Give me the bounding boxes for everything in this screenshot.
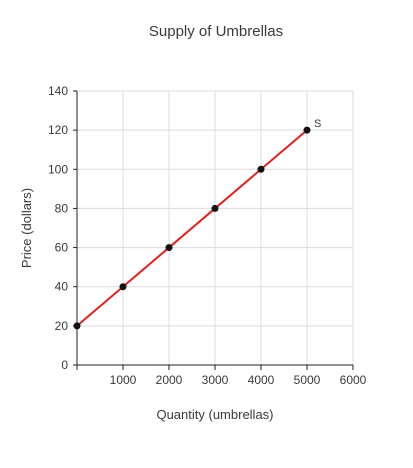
data-point [211, 204, 219, 212]
y-tick-label: 0 [61, 358, 68, 372]
y-tick-label: 40 [55, 280, 69, 294]
series: S [73, 118, 321, 330]
y-tick-label: 100 [48, 162, 68, 176]
data-point [119, 283, 127, 291]
grid [77, 90, 354, 365]
x-tick-label: 5000 [294, 373, 321, 387]
y-tick-label: 60 [55, 241, 69, 255]
chart-title: Supply of Umbrellas [149, 23, 283, 40]
x-tick-label: 4000 [248, 373, 275, 387]
x-axis-title: Quantity (umbrellas) [156, 407, 273, 422]
y-tick-label: 140 [48, 84, 68, 98]
y-tick-label: 80 [55, 201, 69, 215]
x-tick-label: 2000 [156, 373, 183, 387]
y-tick-label: 120 [48, 123, 68, 137]
data-point [303, 126, 311, 134]
data-point [73, 322, 81, 330]
x-tick-label: 1000 [110, 373, 137, 387]
data-point [257, 165, 265, 173]
y-tick-label: 20 [55, 319, 69, 333]
series-label: S [314, 118, 321, 130]
y-axis-title: Price (dollars) [19, 188, 34, 268]
supply-line [76, 129, 308, 327]
x-tick-label: 6000 [340, 373, 367, 387]
x-tick-label: 3000 [202, 373, 229, 387]
tick-labels: 0 20 40 60 80 100 120 140 1000 2000 3000 4000 5000 60… [48, 84, 367, 387]
data-point [165, 244, 173, 252]
